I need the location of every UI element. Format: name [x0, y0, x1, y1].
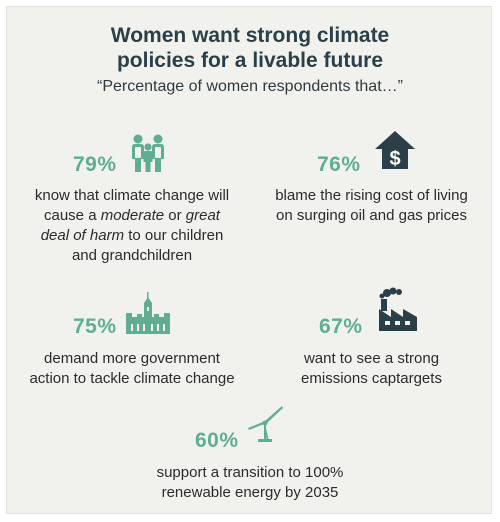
description-line: action to tackle climate change	[29, 370, 235, 387]
stat-percent: 79%	[73, 153, 117, 176]
stat-percent: 76%	[317, 153, 361, 176]
description-line: support a transition to 100%	[156, 464, 344, 481]
description-line: and grandchildren	[71, 247, 193, 264]
family-icon	[131, 133, 165, 178]
text-fragment: or	[164, 207, 186, 224]
description-line: want to see a strong	[303, 350, 440, 367]
description-line: blame the rising cost of living	[275, 187, 468, 204]
title-line-2: policies for a livable future	[116, 49, 384, 72]
subtitle: “Percentage of women respondents that…”	[97, 78, 403, 95]
svg-text:$: $	[389, 148, 400, 170]
emphasis-text: great	[185, 207, 220, 224]
factory-icon	[377, 287, 419, 338]
description-line: deal of harm to our children	[7, 226, 257, 246]
house-dollar-icon: $	[373, 129, 417, 176]
stat-percent: 75%	[73, 315, 117, 338]
parliament-icon	[123, 291, 173, 340]
description-line: cause a moderate or great	[7, 206, 257, 226]
wind-turbine-icon	[245, 403, 285, 450]
description-line: on surging oil and gas prices	[276, 207, 467, 224]
text-fragment: cause a	[44, 207, 101, 224]
description-line: know that climate change will	[34, 187, 230, 204]
stat-description: support a transition to 100% renewable e…	[107, 463, 393, 503]
stat-description: know that climate change will cause a mo…	[7, 186, 257, 266]
description-line: demand more government	[44, 350, 220, 367]
description-line: emissions captargets	[301, 370, 442, 387]
emphasis-text: deal of harm	[40, 227, 125, 244]
text-fragment: to our children	[124, 227, 224, 244]
stat-description: blame the rising cost of living on surgi…	[250, 186, 493, 226]
infographic-card: Women want strong climate policies for a…	[6, 6, 492, 514]
stat-description: want to see a strong emissions captarget…	[250, 349, 493, 389]
stat-percent: 60%	[195, 429, 239, 452]
title-line-1: Women want strong climate	[110, 24, 390, 47]
stat-description: demand more government action to tackle …	[7, 349, 257, 389]
page-title: Women want strong climate policies for a…	[7, 23, 493, 73]
description-line: renewable energy by 2035	[161, 484, 339, 501]
emphasis-text: moderate	[100, 207, 165, 224]
stat-percent: 67%	[319, 315, 363, 338]
